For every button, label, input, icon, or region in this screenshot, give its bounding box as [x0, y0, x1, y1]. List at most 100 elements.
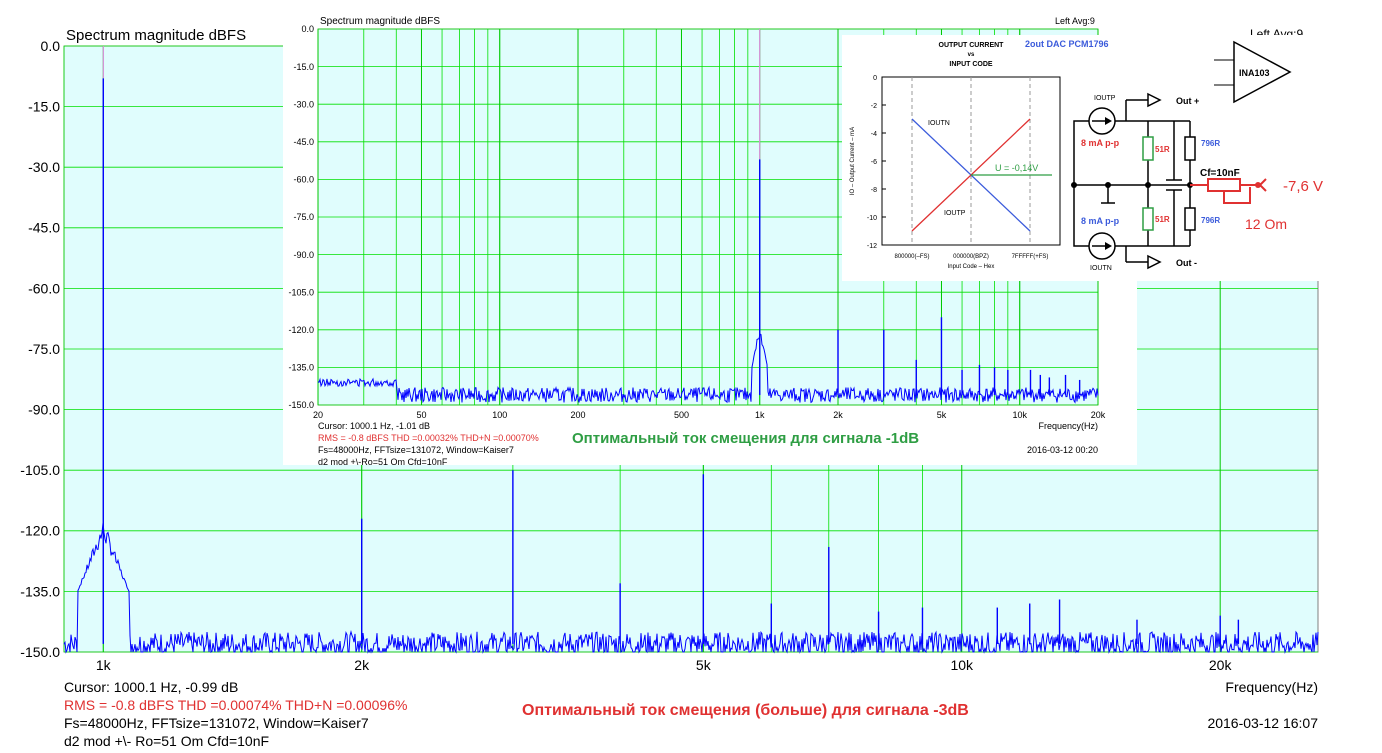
inset-date: 2016-03-12 00:20 — [1027, 445, 1098, 455]
src-top-label: IOUTP — [1094, 95, 1116, 102]
inset-trace — [317, 29, 1099, 404]
noise-floor-trace — [317, 333, 1099, 404]
x-tick-label: 20k — [1091, 410, 1106, 420]
y-tick-label: -90.0 — [293, 250, 314, 260]
y-tick-label: -45.0 — [293, 137, 314, 147]
current-source-bottom-icon — [1088, 232, 1116, 260]
inset-mod: d2 mod +\-Ro=51 Om Cfd=10nF — [318, 457, 448, 467]
inset-y-ticks: 0.0 -15.0 -30.0 -45.0 -60.0 -75.0 -90.0 -105.0 -… — [288, 24, 314, 410]
resistor-796r-top — [1184, 136, 1196, 161]
noise-floor-trace — [63, 522, 1319, 654]
ds-y-tick-label: -12 — [867, 243, 877, 250]
x-tick-label: 10k — [1012, 410, 1027, 420]
resistor-796r-bottom — [1184, 207, 1196, 231]
cf-label: Cf=10nF — [1200, 168, 1240, 179]
y-tick-label: -75.0 — [28, 341, 60, 357]
main-title: Spectrum magnitude dBFS — [66, 27, 246, 44]
node-left — [1071, 182, 1077, 188]
inset-note: Оптимальный ток смещения для сигнала -1d… — [572, 430, 919, 447]
ds-y-tick-label: -10 — [867, 215, 877, 222]
main-note: Оптимальный ток смещения (больше) для си… — [522, 702, 969, 719]
bias-node — [1255, 182, 1261, 188]
x-tick-label: 2k — [354, 657, 370, 673]
y-tick-label: -135.0 — [20, 583, 60, 599]
ds-xtick-0: 800000(–FS) — [894, 254, 929, 260]
main-x-label: Frequency(Hz) — [1225, 679, 1318, 695]
main-rms: RMS = -0.8 dBFS THD =0.00074% THD+N =0.0… — [64, 697, 407, 713]
y-tick-label: 0.0 — [41, 38, 61, 54]
ds-y-tick-label: -4 — [871, 131, 877, 138]
y-tick-label: -45.0 — [28, 220, 60, 236]
y-tick-label: -30.0 — [28, 159, 60, 175]
ds-title-2: vs — [968, 52, 975, 58]
y-tick-label: -150.0 — [20, 644, 60, 660]
x-tick-label: 500 — [674, 410, 689, 420]
main-mod: d2 mod +\- Ro=51 Om Cfd=10nF — [64, 733, 269, 749]
x-tick-label: 100 — [492, 410, 507, 420]
x-tick-label: 20k — [1209, 657, 1233, 673]
current-source-top-icon — [1088, 107, 1116, 135]
x-tick-label: 20 — [313, 410, 323, 420]
resistor-51r-top — [1142, 136, 1154, 161]
node-mid — [1145, 182, 1151, 188]
x-tick-label: 10k — [950, 657, 974, 673]
bias-label: -7,6 V — [1283, 178, 1323, 195]
inset-x-ticks: 20 50 100 200 500 1k 2k 5k 10k 20k — [313, 410, 1106, 420]
r-top-label: 51R — [1155, 145, 1170, 154]
node-center — [1105, 182, 1111, 188]
out-minus-label: Out - — [1176, 258, 1197, 268]
x-tick-label: 50 — [416, 410, 426, 420]
ds-ioutp-label: IOUTP — [944, 210, 966, 217]
inset-header-right: Left Avg:9 — [1055, 16, 1095, 26]
y-tick-label: -120.0 — [20, 523, 60, 539]
ds-title-3: INPUT CODE — [949, 61, 993, 68]
out-arrows — [1147, 92, 1162, 270]
inset-cursor: Cursor: 1000.1 Hz, -1.01 dB — [318, 421, 430, 431]
y-tick-label: -15.0 — [293, 62, 314, 72]
ds-y-tick-label: 0 — [873, 75, 877, 82]
x-tick-label: 200 — [570, 410, 585, 420]
main-fs: Fs=48000Hz, FFTsize=131072, Window=Kaise… — [64, 715, 369, 731]
src-top-current: 8 mA p-p — [1081, 138, 1120, 148]
src-bottom-current: 8 mA p-p — [1081, 216, 1120, 226]
y-tick-label: -135.0 — [288, 363, 314, 373]
amp-label: INA103 — [1239, 68, 1270, 78]
r-right-bottom-label: 796R — [1201, 216, 1220, 225]
ds-y-tick-label: -6 — [871, 159, 877, 166]
ds-y-tick-label: -2 — [871, 103, 877, 110]
x-tick-label: 2k — [833, 410, 843, 420]
x-tick-label: 1k — [755, 410, 765, 420]
ds-u-label: U = -0,14V — [995, 163, 1038, 173]
bias-pot-icon — [1190, 178, 1267, 204]
inset-x-label: Frequency(Hz) — [1038, 421, 1098, 431]
src-bottom-label: IOUTN — [1090, 265, 1112, 272]
pot-label: 12 Om — [1245, 216, 1287, 232]
y-tick-label: -75.0 — [293, 212, 314, 222]
r-bottom-label: 51R — [1155, 215, 1170, 224]
ds-y-ticks: 0 -2 -4 -6 -8 -10 -12 — [867, 75, 886, 250]
r-right-top-label: 796R — [1201, 139, 1220, 148]
ds-y-tick-label: -8 — [871, 187, 877, 194]
inset-rms: RMS = -0.8 dBFS THD =0.00032% THD+N =0.0… — [318, 433, 539, 443]
y-tick-label: -60.0 — [28, 280, 60, 296]
x-tick-label: 1k — [96, 657, 112, 673]
inset-title: Spectrum magnitude dBFS — [320, 16, 440, 27]
main-x-ticks: 1k 2k 5k 10k 20k — [96, 657, 1233, 673]
ds-ioutn-label: IOUTN — [928, 120, 950, 127]
y-tick-label: 0.0 — [301, 24, 314, 34]
main-date: 2016-03-12 16:07 — [1207, 715, 1318, 731]
circuit-wires — [1073, 99, 1191, 263]
y-tick-label: -150.0 — [288, 400, 314, 410]
out-plus-label: Out + — [1176, 96, 1199, 106]
ds-title-1: OUTPUT CURRENT — [939, 42, 1005, 49]
ds-xtick-2: 7FFFFF(+FS) — [1012, 254, 1049, 260]
amp-icon — [1233, 40, 1292, 104]
y-tick-label: -90.0 — [28, 402, 60, 418]
y-tick-label: -30.0 — [293, 99, 314, 109]
y-tick-label: -105.0 — [20, 462, 60, 478]
ds-device: 2out DAC PCM1796 — [1025, 39, 1109, 49]
main-trace — [63, 46, 1319, 654]
ds-y-label: IO – Output Current – mA — [850, 127, 856, 195]
main-y-ticks: 0.0 -15.0 -30.0 -45.0 -60.0 -75.0 -90.0 -105.0 -… — [20, 38, 60, 660]
